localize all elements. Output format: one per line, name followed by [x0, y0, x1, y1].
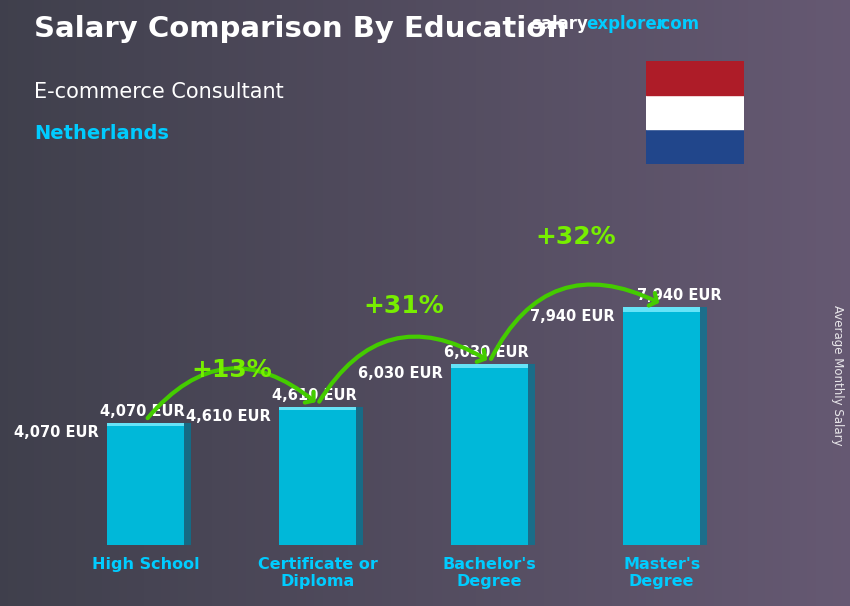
- Bar: [107, 423, 184, 545]
- Text: Salary Comparison By Education: Salary Comparison By Education: [34, 15, 567, 43]
- Bar: [451, 364, 529, 368]
- Text: 4,070 EUR: 4,070 EUR: [14, 425, 99, 440]
- Bar: [279, 407, 356, 410]
- Bar: [646, 61, 744, 95]
- Bar: [529, 364, 535, 545]
- Text: +32%: +32%: [536, 225, 616, 249]
- Text: +13%: +13%: [191, 358, 272, 382]
- Bar: [107, 423, 184, 425]
- Text: 4,070 EUR: 4,070 EUR: [100, 404, 184, 419]
- Text: explorer: explorer: [586, 15, 666, 33]
- Text: 4,610 EUR: 4,610 EUR: [185, 408, 270, 424]
- Text: E-commerce Consultant: E-commerce Consultant: [34, 82, 284, 102]
- Bar: [623, 307, 700, 545]
- Text: 4,610 EUR: 4,610 EUR: [272, 388, 357, 402]
- Bar: [646, 129, 744, 164]
- Text: 6,030 EUR: 6,030 EUR: [444, 345, 529, 360]
- Text: 7,940 EUR: 7,940 EUR: [530, 308, 615, 324]
- Bar: [451, 364, 529, 545]
- Text: Average Monthly Salary: Average Monthly Salary: [830, 305, 844, 446]
- Bar: [279, 407, 356, 545]
- Text: +31%: +31%: [363, 295, 444, 318]
- Text: 6,030 EUR: 6,030 EUR: [358, 366, 443, 381]
- Bar: [356, 407, 363, 545]
- Text: salary: salary: [531, 15, 588, 33]
- Text: 7,940 EUR: 7,940 EUR: [637, 288, 722, 302]
- Bar: [646, 95, 744, 129]
- Text: .com: .com: [654, 15, 700, 33]
- Bar: [623, 307, 700, 312]
- Text: Netherlands: Netherlands: [34, 124, 169, 143]
- Bar: [184, 423, 190, 545]
- Bar: [700, 307, 706, 545]
